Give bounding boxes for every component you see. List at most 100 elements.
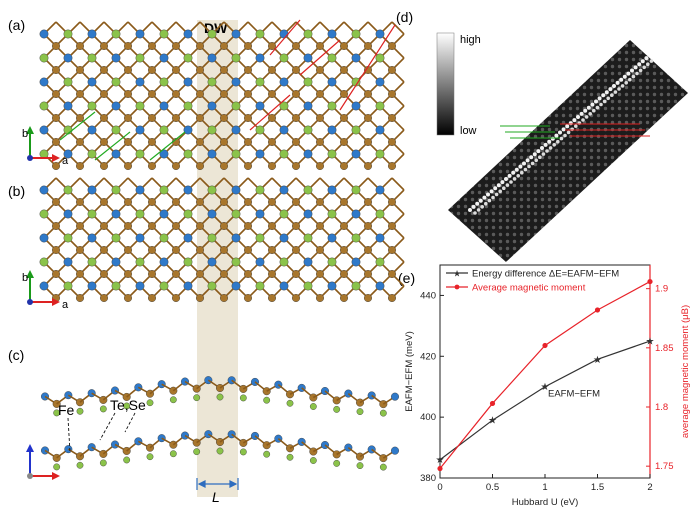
chalcogen-atom [39,29,49,39]
chalcogen-atom [231,125,241,135]
chalcogen-atom [303,257,313,267]
fe-atom [195,137,204,146]
fe-atom [219,161,228,170]
chalcogen-atom [231,233,241,243]
stm-bright-dot [482,195,487,200]
chalcogen-atom [327,149,337,159]
series-point-1 [542,342,548,349]
chalcogen-atom [111,125,121,135]
chalcogen-atom [183,29,193,39]
axis-indicator-c [26,444,60,480]
fe-atom [316,65,325,74]
fe-atom [147,113,156,122]
fe-atom [147,270,156,279]
fe-atom [316,89,325,98]
stm-bright-dot [570,127,574,132]
chalcogen-atom [279,149,289,159]
fe-atom [243,113,252,122]
chalcogen-atom [231,257,241,267]
panel-b-label: (b) [8,183,25,199]
fe-atom [171,42,180,51]
stm-bright-dot [496,183,501,188]
side-atom-se [169,396,177,404]
stm-bright-dot [532,152,537,157]
side-atom-se [216,447,224,455]
chalcogen-atom [303,53,313,63]
fe-atom [364,161,373,170]
side-atom-se [123,456,131,464]
stm-bright-dot [646,62,650,66]
stm-bright-dot [484,201,488,206]
stm-bright-dot [592,108,596,113]
stm-bright-dot [468,208,472,212]
stm-bright-dot [556,139,560,144]
stm-bright-dot [529,155,534,160]
chalcogen-atom [111,257,121,267]
fe-atom [195,294,204,303]
stm-bright-dot [610,93,614,97]
chalcogen-atom [159,77,169,87]
fe-atom [388,221,397,230]
stm-bright-dot [550,136,555,141]
stm-bright-dot [523,167,528,172]
stm-bright-dot [471,204,476,209]
stm-bright-dot [590,102,595,107]
x-tick-label: 1.5 [591,482,604,493]
chalcogen-atom [63,281,73,291]
axis-indicator-b: b a [22,270,69,311]
fe-atom [243,294,252,303]
chalcogen-atom [111,53,121,63]
fe-atom [316,270,325,279]
chalcogen-atom [135,209,145,219]
series-point-1 [647,278,653,285]
fe-atom [52,113,61,122]
side-atom-se [309,457,317,464]
panel-d-label: (d) [396,9,413,25]
fe-atom [340,65,349,74]
chalcogen-atom [159,209,169,219]
fe-atom [292,221,301,230]
side-atom-se [53,463,61,471]
stm-bright-dot [615,80,620,85]
width-marker [196,478,239,490]
fe-atom [316,245,325,254]
fe-atom [340,270,349,279]
fe-atom [292,197,301,206]
chalcogen-atom [327,281,337,291]
chalcogen-atom [159,233,169,243]
chalcogen-atom [63,149,73,159]
chalcogen-atom [39,233,49,243]
y-right-tick-label: 1.75 [655,461,674,472]
stm-bright-dot [595,105,600,110]
stm-bright-dot [534,158,538,163]
chalcogen-atom [231,101,241,111]
chalcogen-atom [183,185,193,195]
chalcogen-atom [279,125,289,135]
stm-bright-dot [633,65,638,70]
fe-atom [388,89,397,98]
stm-bright-dot [527,164,531,169]
stm-bright-dot [561,127,566,132]
chalcogen-atom [255,101,265,111]
chalcogen-atom [159,29,169,39]
tese-label: Te,Se [110,397,146,413]
panel-c-label: (c) [8,347,24,363]
chalcogen-atom [255,53,265,63]
lattice-panel-b [39,177,405,303]
stm-bright-dot [626,71,631,76]
stm-bright-dot [599,102,603,107]
chalcogen-atom [159,101,169,111]
side-atom-se [146,399,154,407]
axis-indicator-a: b a [22,126,69,167]
chalcogen-atom [255,125,265,135]
stm-bright-dot [476,208,481,212]
stm-bright-dot [619,77,624,82]
stm-bright-dot [541,152,546,156]
chalcogen-atom [255,185,265,195]
stm-bright-dot [602,99,607,104]
stm-bright-dot [475,201,480,206]
chalcogen-atom [207,101,217,111]
chalcogen-atom [87,77,97,87]
chalcogen-atom [111,29,121,39]
chalcogen-atom [63,209,73,219]
